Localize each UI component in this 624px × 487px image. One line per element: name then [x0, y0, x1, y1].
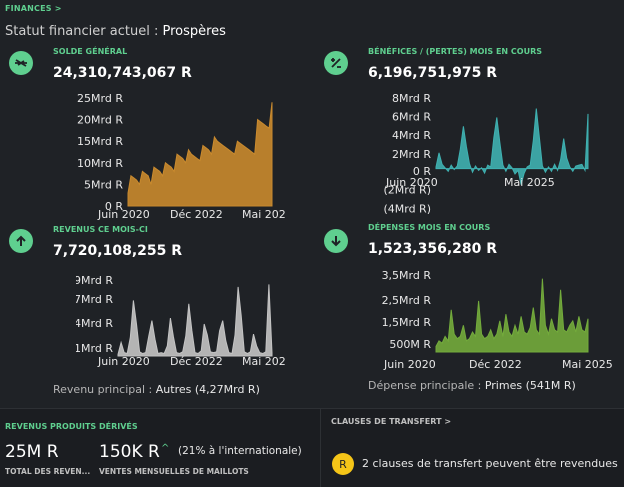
- main-expense-value: Primes (541M R): [484, 379, 576, 392]
- y-tick-label: 1,5Mrd R: [382, 316, 432, 329]
- transfer-clauses-text[interactable]: 2 clauses de transfert peuvent être reve…: [362, 457, 618, 470]
- x-tick-label: Déc 2022: [170, 208, 223, 220]
- revenue-series-area: [117, 284, 273, 357]
- profit-label: BÉNÉFICES / (PERTES) MOIS EN COURS: [368, 47, 542, 56]
- main-expense-label: Dépense principale :: [368, 379, 482, 392]
- main-revenue: Revenu principal : Autres (4,27Mrd R): [53, 383, 260, 396]
- merch-total-label: TOTAL DES REVEN...: [5, 467, 91, 476]
- revenue-value: 7,720,108,255 R: [53, 243, 183, 259]
- x-tick-label: Juin 2020: [385, 176, 438, 189]
- y-tick-label: 7Mrd R: [76, 293, 113, 306]
- main-expense: Dépense principale : Primes (541M R): [368, 379, 576, 392]
- profit-series-area: [435, 108, 589, 185]
- x-tick-label: Mai 2025: [504, 176, 555, 189]
- arrow-up-icon: [9, 229, 33, 253]
- revenue-label: REVENUS CE MOIS-CI: [53, 225, 148, 234]
- balance-value: 24,310,743,067 R: [53, 65, 192, 81]
- profit-chart: 8Mrd R 6Mrd R 4Mrd R 2Mrd R 0 R (2Mrd R) (4Mrd…: [383, 92, 589, 215]
- arrow-down-icon: [324, 229, 348, 253]
- merch-monthly-label: VENTES MENSUELLES DE MAILLOTS: [99, 467, 249, 476]
- merch-monthly-note: (21% à l'internationale): [178, 445, 302, 457]
- balance-series-area: [127, 102, 273, 207]
- y-tick-label: 4Mrd R: [76, 317, 113, 330]
- x-tick-label: Mai 2025: [242, 208, 286, 220]
- main-revenue-label: Revenu principal :: [53, 383, 153, 396]
- y-tick-label: 0 R: [413, 165, 431, 178]
- y-tick-label: 9Mrd R: [76, 274, 113, 287]
- balance-chart: 25Mrd R 20Mrd R 15Mrd R 10Mrd R 5Mrd R 0 RJui…: [77, 92, 286, 220]
- finances-breadcrumb[interactable]: FINANCES >: [5, 4, 62, 13]
- y-tick-label: 1Mrd R: [76, 342, 113, 355]
- merch-monthly: 150K R: [99, 442, 160, 462]
- balance-label: SOLDE GÉNÉRAL: [53, 47, 128, 56]
- y-tick-label: 10Mrd R: [77, 157, 123, 170]
- y-tick-label: 3,5Mrd R: [382, 269, 432, 282]
- status-label: Statut financier actuel :: [5, 24, 159, 39]
- balance-icon: [9, 51, 33, 75]
- y-tick-label: 500M R: [389, 338, 431, 351]
- main-revenue-value: Autres (4,27Mrd R): [155, 383, 260, 396]
- transfer-clauses-link[interactable]: CLAUSES DE TRANSFERT >: [331, 417, 452, 426]
- y-tick-label: 5Mrd R: [84, 178, 123, 191]
- bottom-divider: [320, 408, 321, 487]
- x-tick-label: Déc 2022: [170, 355, 223, 368]
- expenses-label: DÉPENSES MOIS EN COURS: [368, 223, 491, 232]
- bottom-strip: [0, 408, 624, 487]
- y-tick-label: 15Mrd R: [77, 135, 123, 148]
- y-tick-label: (4Mrd R): [383, 202, 431, 215]
- trend-up-icon: ^: [161, 443, 170, 454]
- status-value: Prospères: [162, 24, 226, 39]
- expenses-chart: 3,5Mrd R 2,5Mrd R 1,5Mrd R 500M R Juin 2020 D…: [382, 269, 612, 371]
- merch-title: REVENUS PRODUITS DÉRIVÉS: [5, 422, 138, 431]
- expenses-value: 1,523,356,280 R: [368, 241, 498, 257]
- profit-value: 6,196,751,975 R: [368, 65, 498, 81]
- y-tick-label: 0 R: [105, 200, 123, 213]
- merch-total: 25M R: [5, 442, 59, 462]
- y-tick-label: 8Mrd R: [392, 92, 431, 105]
- y-tick-label: 2,5Mrd R: [382, 294, 432, 307]
- release-clause-icon: R: [332, 453, 354, 475]
- x-tick-label: Mai 2025: [242, 355, 286, 368]
- x-tick-label: Juin 2020: [97, 355, 150, 368]
- x-tick-label: Mai 2025: [562, 358, 612, 371]
- y-tick-label: 20Mrd R: [77, 114, 123, 127]
- x-tick-label: Juin 2020: [97, 208, 150, 220]
- expenses-series-area: [435, 278, 589, 353]
- plus-minus-icon: [324, 51, 348, 75]
- y-tick-label: 4Mrd R: [392, 129, 431, 142]
- y-tick-label: 25Mrd R: [77, 92, 123, 105]
- y-tick-label: (2Mrd R): [383, 184, 431, 197]
- y-tick-label: 6Mrd R: [392, 111, 431, 124]
- x-tick-label: Juin 2020: [383, 358, 436, 371]
- x-tick-label: Déc 2022: [469, 358, 522, 371]
- financial-status: Statut financier actuel : Prospères: [5, 24, 226, 39]
- y-tick-label: 2Mrd R: [392, 148, 431, 161]
